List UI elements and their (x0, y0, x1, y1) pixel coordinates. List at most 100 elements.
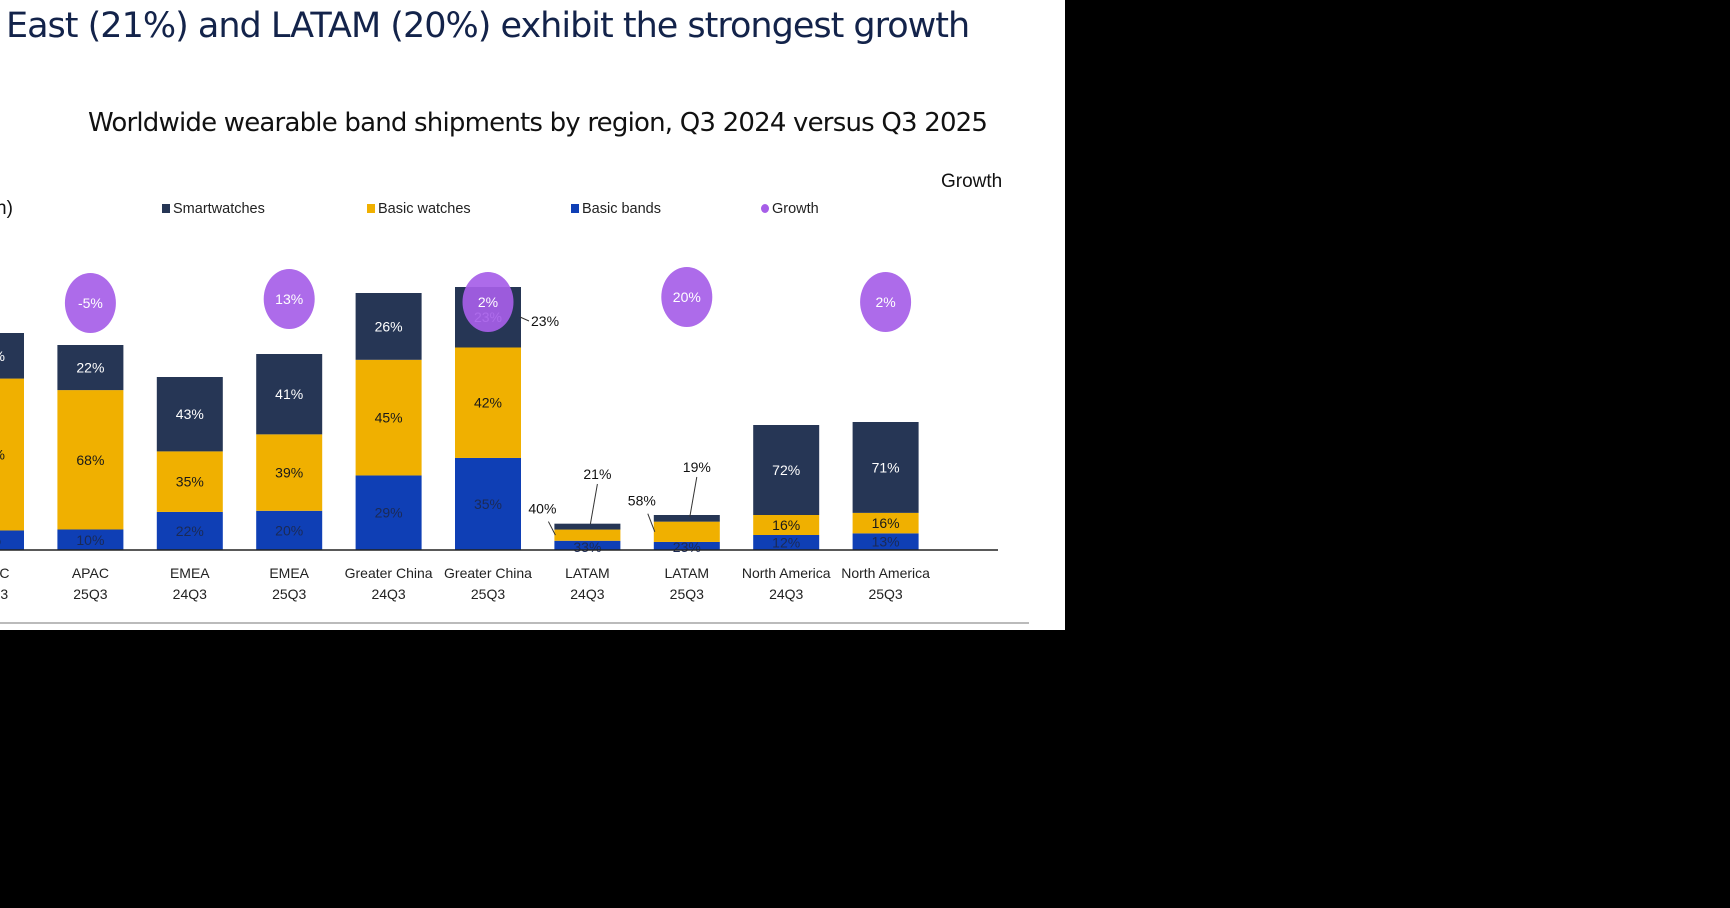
data-label: 10% (76, 532, 104, 548)
growth-label: 2% (478, 294, 498, 310)
bar-segment-basic-watches (852, 512, 919, 534)
bar-segment-basic-watches (753, 515, 820, 535)
bar-segment-basic-bands (554, 540, 621, 550)
slide: East (21%) and LATAM (20%) exhibit the s… (0, 0, 1065, 630)
data-label: 58% (628, 493, 656, 509)
unit-label: h) (0, 198, 13, 219)
bar-segment-basic-watches (355, 359, 422, 476)
legend-label: Growth (772, 201, 819, 217)
category-label: 24Q3 (0, 586, 8, 602)
data-label: 39% (275, 465, 303, 481)
growth-label: 20% (673, 289, 701, 305)
bar-segment-smartwatches (753, 425, 820, 515)
category-label: 25Q3 (670, 586, 704, 602)
category-label: 24Q3 (769, 586, 803, 602)
category-label: 25Q3 (868, 586, 902, 602)
data-label: 29% (375, 505, 403, 521)
legend-growth: Growth (761, 201, 819, 217)
data-label: 72% (772, 462, 800, 478)
data-label: 68% (76, 452, 104, 468)
data-label: 13% (872, 534, 900, 550)
data-label: 22% (76, 360, 104, 376)
bar-segment-basic-watches (57, 390, 124, 530)
data-label: 23% (673, 539, 701, 555)
bar-segment-basic-watches (156, 451, 223, 512)
data-label: 70% (0, 447, 5, 463)
legend-swatch (761, 204, 769, 213)
data-label: 40% (528, 501, 556, 517)
bar-segment-basic-bands (852, 533, 919, 550)
growth-bubble (64, 273, 116, 333)
bar-segment-smartwatches (554, 523, 621, 530)
legend-label: Smartwatches (173, 201, 265, 217)
data-label: 20% (275, 522, 303, 538)
data-label: 12% (772, 535, 800, 551)
data-label: 26% (375, 318, 403, 334)
bar-segment-basic-bands (753, 535, 820, 550)
bar-segment-basic-bands (156, 511, 223, 550)
data-label: 33% (573, 539, 601, 555)
bar-segment-smartwatches (355, 293, 422, 360)
bar-segment-basic-bands (0, 530, 24, 550)
bar-segment-smartwatches (0, 333, 24, 379)
data-label: 9% (0, 532, 1, 548)
growth-bubble (860, 272, 912, 332)
stacked-bar-chart: 9% 70% 21% APAC 24Q3 10% 68% 22% APAC 25Q3 -5% 22% 3… (0, 267, 998, 602)
chart-title: Worldwide wearable band shipments by reg… (88, 108, 988, 138)
bar-segment-basic-watches (554, 529, 621, 541)
growth-label: 2% (875, 294, 895, 310)
headline: East (21%) and LATAM (20%) exhibit the s… (6, 6, 970, 46)
data-label: 21% (583, 466, 611, 482)
category-label: 25Q3 (272, 586, 306, 602)
category-label: APAC (0, 565, 10, 581)
growth-bubble (263, 269, 315, 329)
legend-label: Basic bands (582, 201, 661, 217)
legend-swatch (571, 204, 579, 213)
growth-label: 13% (275, 291, 303, 307)
bar-segment-smartwatches (57, 345, 124, 391)
legend-label: Basic watches (378, 201, 471, 217)
data-label: 16% (872, 515, 900, 531)
callout-line (647, 513, 656, 532)
callout-line (547, 521, 556, 536)
data-label: 35% (176, 474, 204, 490)
growth-bubble (661, 267, 713, 327)
data-label: 23% (531, 313, 559, 329)
category-label: EMEA (170, 565, 210, 581)
bar-segment-basic-bands (57, 529, 124, 550)
callout-line (519, 316, 530, 322)
category-label: 25Q3 (471, 586, 505, 602)
callout-line (689, 476, 698, 518)
data-label: 45% (375, 410, 403, 426)
data-label: 19% (683, 459, 711, 475)
legend-smartwatches: Smartwatches (162, 201, 265, 217)
category-label: North America (841, 565, 930, 581)
data-label: 42% (474, 395, 502, 411)
category-label: LATAM (565, 565, 610, 581)
bar-segment-basic-watches (455, 347, 521, 458)
legend-basic-bands: Basic bands (571, 201, 661, 217)
data-label: 41% (275, 386, 303, 402)
category-label: APAC (72, 565, 109, 581)
growth-header: Growth (941, 171, 1003, 192)
bar-segment-basic-bands (256, 510, 323, 550)
data-label: 21% (0, 348, 5, 364)
category-label: Greater China (345, 565, 433, 581)
data-label: 71% (872, 459, 900, 475)
category-label: 24Q3 (371, 586, 405, 602)
growth-label: -5% (78, 295, 103, 311)
category-label: LATAM (664, 565, 709, 581)
category-label: 24Q3 (173, 586, 207, 602)
bar-segment-smartwatches (852, 422, 919, 513)
bar-segment-basic-watches (256, 434, 323, 511)
data-label: 16% (772, 517, 800, 533)
bar-segment-smartwatches (653, 515, 720, 522)
callout-line (589, 483, 598, 525)
legend-basic-watches: Basic watches (367, 201, 471, 217)
divider (0, 622, 1029, 624)
category-label: EMEA (269, 565, 309, 581)
data-label: 22% (176, 523, 204, 539)
category-label: 25Q3 (73, 586, 107, 602)
bar-segment-basic-bands (653, 541, 720, 550)
category-label: North America (742, 565, 831, 581)
